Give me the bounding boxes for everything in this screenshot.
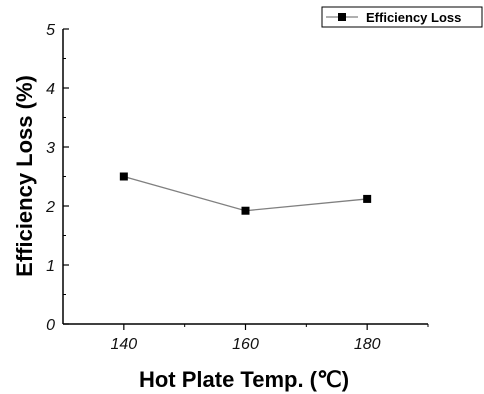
data-point <box>119 172 128 181</box>
y-tick-label: 5 <box>46 22 55 39</box>
x-tick-label: 160 <box>232 336 259 353</box>
x-tick-label: 180 <box>354 336 381 353</box>
legend-marker-sample <box>338 13 346 21</box>
y-tick-label: 4 <box>46 81 55 98</box>
x-tick-label: 140 <box>110 336 137 353</box>
y-axis-label: Efficiency Loss (%) <box>12 75 37 277</box>
y-tick-label: 3 <box>46 140 55 157</box>
data-point <box>241 206 250 215</box>
data-series <box>119 172 372 215</box>
x-ticks: 140 160 180 <box>110 324 429 353</box>
legend-box <box>321 6 483 28</box>
legend: Efficiency Loss <box>321 6 483 28</box>
y-tick-label: 0 <box>46 317 55 334</box>
y-tick-label: 1 <box>46 258 55 275</box>
x-axis-label: Hot Plate Temp. (℃) <box>139 367 349 392</box>
y-tick-label: 2 <box>45 199 55 216</box>
series-line <box>123 175 368 212</box>
data-point <box>363 194 372 203</box>
plot-axes <box>62 29 428 325</box>
legend-label: Efficiency Loss <box>366 10 461 25</box>
y-ticks: 0 1 2 3 4 5 <box>45 22 69 334</box>
